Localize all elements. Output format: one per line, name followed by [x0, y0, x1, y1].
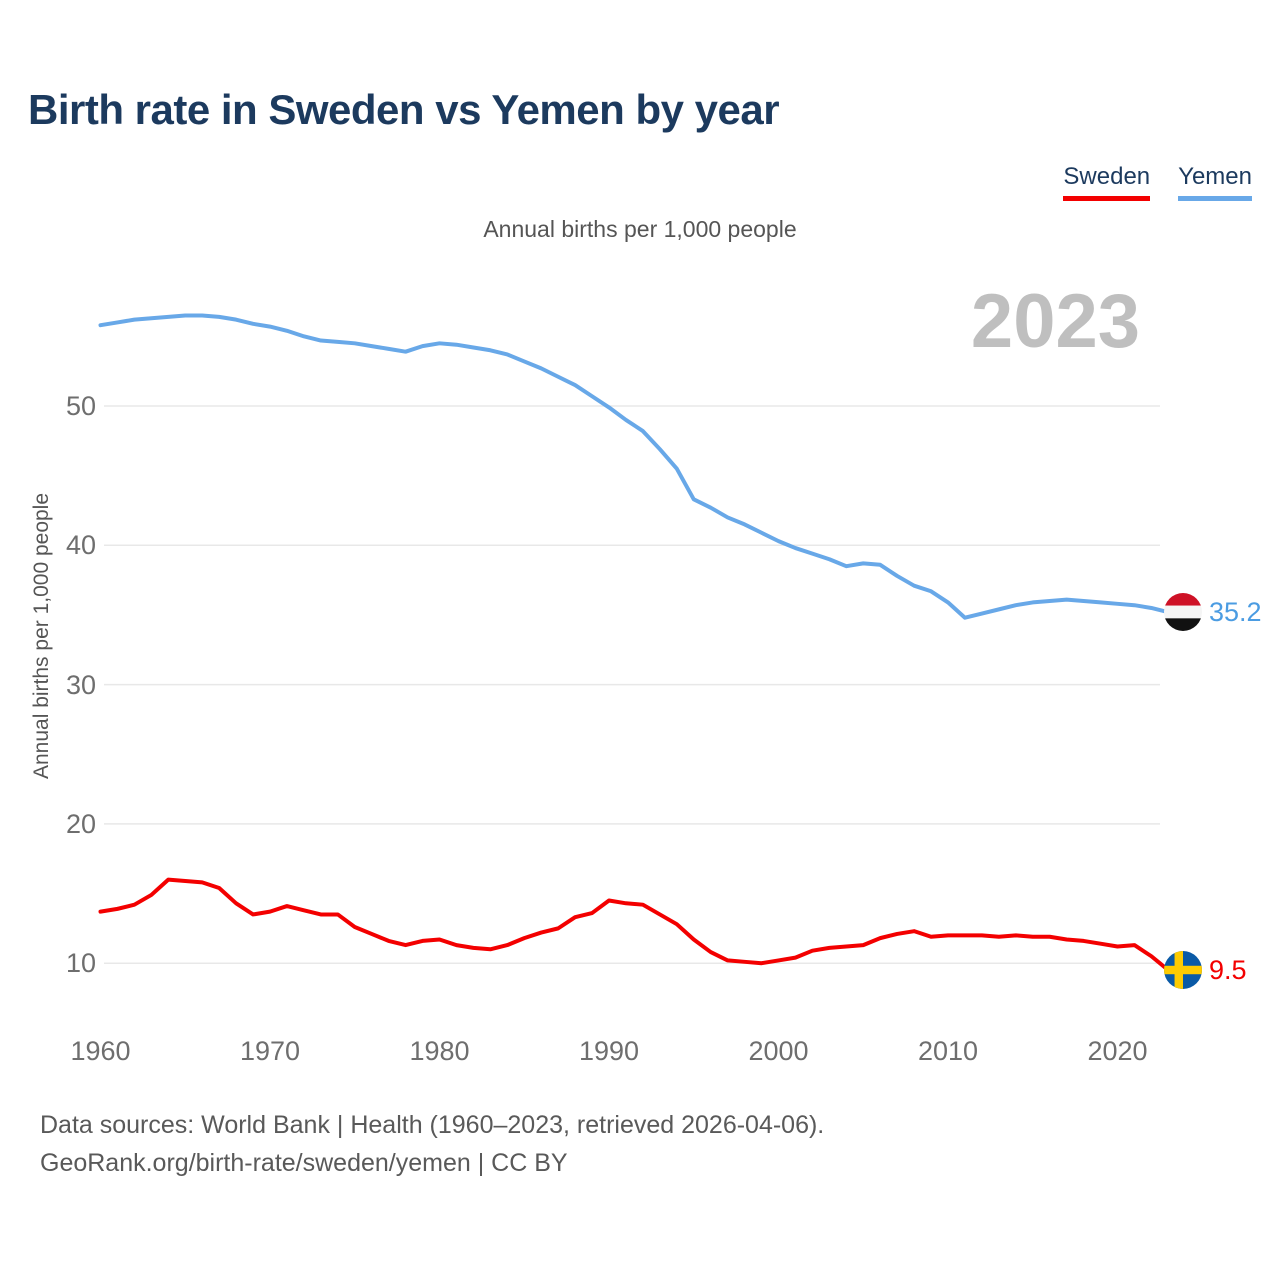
x-tick-2000: 2000 — [748, 1036, 809, 1066]
sweden-end-value: 9.5 — [1209, 954, 1247, 985]
x-tick-1960: 1960 — [70, 1036, 131, 1066]
footer-data-sources: Data sources: World Bank | Health (1960–… — [40, 1111, 825, 1139]
x-tick-2010: 2010 — [917, 1036, 979, 1066]
yemen-end-label: 35.2 — [1164, 593, 1262, 632]
legend: Sweden Yemen — [1063, 163, 1252, 201]
yemen-flag-icon — [1164, 593, 1202, 632]
footer: Data sources: World Bank | Health (1960–… — [40, 1106, 824, 1182]
footer-attribution[interactable]: GeoRank.org/birth-rate/sweden/yemen | CC… — [40, 1149, 568, 1177]
sweden-flag-icon — [1164, 951, 1202, 990]
page-title: Birth rate in Sweden vs Yemen by year — [28, 86, 780, 133]
x-tick-1990: 1990 — [578, 1036, 640, 1066]
yemen-end-value: 35.2 — [1209, 596, 1262, 627]
year-watermark: 2023 — [970, 279, 1140, 364]
y-tick-20: 20 — [65, 808, 96, 839]
yemen-line[interactable] — [98, 313, 1171, 620]
sweden-line[interactable] — [98, 877, 1171, 973]
y-tick-40: 40 — [65, 530, 96, 561]
x-tick-1970: 1970 — [239, 1036, 301, 1066]
y-tick-30: 30 — [65, 669, 96, 700]
sweden-end-label: 9.5 — [1164, 951, 1247, 990]
x-tick-2020: 2020 — [1087, 1036, 1148, 1066]
x-tick-1980: 1980 — [409, 1036, 470, 1066]
y-tick-50: 50 — [65, 391, 96, 421]
legend-item-sweden[interactable]: Sweden — [1063, 163, 1151, 201]
legend-item-yemen[interactable]: Yemen — [1178, 163, 1252, 201]
gridlines — [104, 405, 1160, 964]
y-tick-10: 10 — [65, 948, 96, 979]
chart-subtitle: Annual births per 1,000 people — [483, 216, 797, 242]
